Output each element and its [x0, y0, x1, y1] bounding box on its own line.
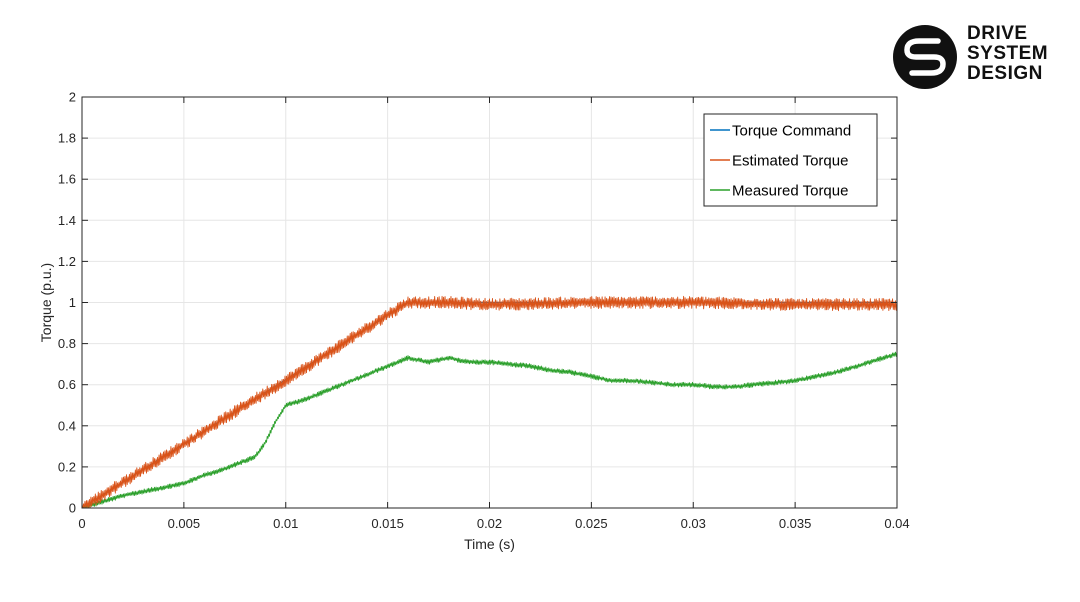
x-tick-label: 0.035	[779, 516, 812, 531]
series-line-measured-torque	[81, 351, 898, 509]
y-tick-label: 0.2	[58, 459, 76, 474]
y-tick-label: 1.6	[58, 172, 76, 187]
y-axis-label: Torque (p.u.)	[38, 263, 54, 342]
x-tick-label: 0	[78, 516, 85, 531]
logo-wordmark: DRIVE SYSTEM DESIGN	[967, 24, 1048, 84]
y-tick-label: 0.8	[58, 336, 76, 351]
logo-line-1: DRIVE	[967, 23, 1028, 44]
y-tick-label: 0.4	[58, 418, 76, 433]
x-tick-label: 0.04	[884, 516, 909, 531]
legend: Torque Command Estimated Torque Measured T…	[703, 113, 878, 207]
y-tick-label: 1.2	[58, 254, 76, 269]
legend-label-measured-torque: Measured Torque	[732, 183, 848, 200]
legend-label-torque-command: Torque Command	[732, 123, 851, 140]
y-tick-labels: 0 0.2 0.4 0.6 0.8 1 1.2 1.4 1.6 1.8 2	[58, 90, 76, 516]
x-tick-label: 0.02	[477, 516, 502, 531]
y-tick-label: 0.6	[58, 377, 76, 392]
x-tick-label: 0.01	[273, 516, 298, 531]
x-tick-label: 0.025	[575, 516, 608, 531]
series-layer	[81, 295, 898, 509]
tick-marks	[81, 96, 898, 509]
x-axis-label: Time (s)	[464, 536, 515, 552]
legend-label-estimated-torque: Estimated Torque	[732, 153, 848, 170]
y-tick-label: 0	[69, 501, 76, 516]
y-tick-label: 1.4	[58, 213, 76, 228]
logo-line-2: SYSTEM	[967, 43, 1049, 64]
company-logo: DRIVE SYSTEM DESIGN	[892, 22, 1067, 90]
x-tick-labels: 0 0.005 0.01 0.015 0.02 0.025 0.03 0.035 0.04	[78, 516, 909, 531]
legend-box	[703, 113, 878, 207]
x-tick-label: 0.015	[371, 516, 404, 531]
y-tick-label: 1	[69, 295, 76, 310]
x-tick-label: 0.03	[681, 516, 706, 531]
x-tick-label: 0.005	[168, 516, 201, 531]
drive-system-design-logo-icon	[893, 25, 957, 89]
y-tick-label: 2	[69, 90, 76, 105]
y-tick-label: 1.8	[58, 131, 76, 146]
series-line-estimated-torque	[81, 295, 898, 509]
logo-line-3: DESIGN	[967, 63, 1043, 84]
